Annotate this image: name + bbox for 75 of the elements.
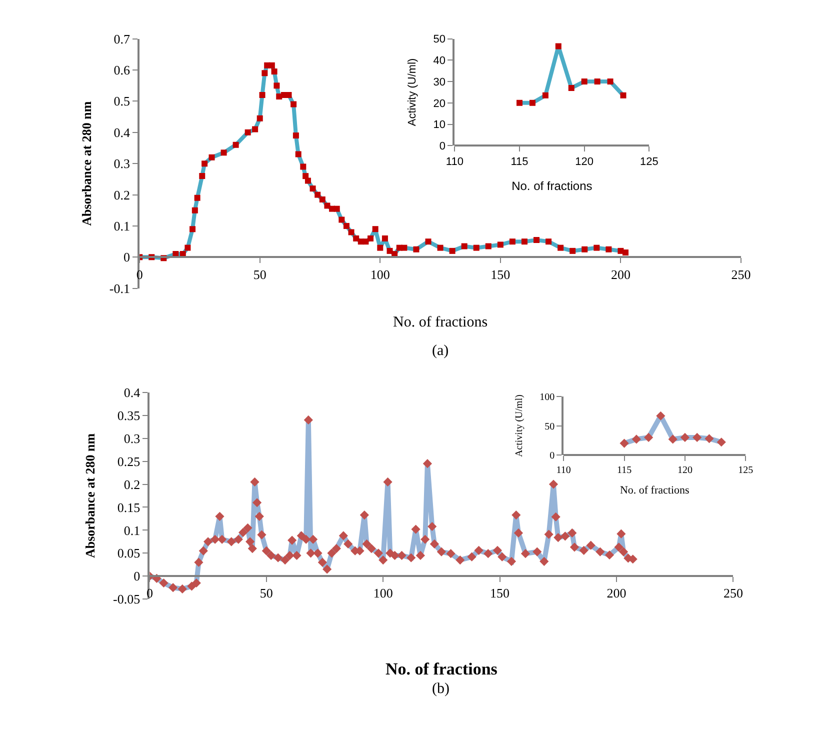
y-tick-label: 0.4 [114, 124, 130, 140]
y-tick-label: 0.15 [117, 500, 140, 515]
point [529, 100, 536, 106]
x-tick-label: 100 [373, 586, 393, 601]
y-axis-title: Activity (U/ml) [514, 394, 526, 458]
y-tick-label: 0.3 [114, 156, 130, 172]
x-tick-label: 110 [446, 156, 464, 168]
y-tick-label: 0.25 [117, 454, 140, 469]
x-tick-label: 200 [610, 266, 630, 282]
x-axis-title: No. of fractions [620, 484, 690, 497]
point [632, 434, 641, 444]
x-tick-label: 115 [616, 464, 632, 476]
x-tick-label: 125 [738, 464, 754, 476]
y-tick-label: 100 [540, 392, 555, 404]
y-tick-label: 30 [433, 76, 446, 88]
point [680, 432, 690, 442]
point [656, 411, 666, 420]
x-tick-label: 120 [575, 156, 594, 168]
point [704, 434, 714, 444]
point [516, 100, 523, 106]
point [607, 78, 614, 85]
y-tick-label: -0.1 [109, 280, 130, 296]
x-tick-label: 50 [253, 266, 266, 282]
y-tick-label: 0.4 [124, 384, 141, 400]
point [716, 438, 726, 447]
y-tick-label: 0.2 [124, 476, 140, 492]
point [620, 92, 626, 98]
y-tick-label: 20 [433, 98, 446, 110]
x-tick-label: 100 [370, 266, 390, 282]
x-axis-title: No. of fractions [386, 660, 498, 679]
y-tick-label: 0.35 [117, 408, 140, 423]
text: (a) [432, 343, 449, 359]
point [668, 434, 678, 444]
x-tick-label: 115 [510, 156, 528, 168]
y-tick-label: 50 [544, 421, 555, 432]
y-tick-label: 0 [134, 568, 140, 584]
y-tick-label: 10 [433, 119, 446, 132]
y-tick-label: 0.5 [114, 94, 130, 109]
point [594, 78, 600, 85]
y-tick-label: 0.1 [114, 218, 130, 234]
y-tick-label: 0 [550, 450, 555, 462]
y-tick-label: 50 [433, 34, 446, 46]
point [692, 432, 702, 442]
y-tick-label: 40 [433, 55, 446, 68]
y-tick-label: 0.6 [114, 62, 130, 78]
x-axis-title: No. of fractions [512, 179, 592, 194]
point [620, 438, 629, 448]
x-tick-label: 110 [556, 464, 571, 476]
x-tick-label: 120 [677, 464, 692, 476]
y-tick-label: 0 [439, 140, 446, 153]
y-tick-label: -0.05 [113, 592, 140, 607]
point [542, 92, 548, 98]
point [555, 43, 562, 50]
text: (b) [432, 681, 450, 697]
y-tick-label: 0.2 [114, 187, 130, 202]
x-tick-label: 150 [490, 586, 510, 601]
y-axis-title: Activity (U/ml) [406, 58, 418, 126]
y-axis-title: Absorbance at 280 nm [78, 101, 94, 226]
y-axis-title: Absorbance at 280 nm [82, 433, 98, 558]
x-tick-label: 50 [260, 586, 273, 601]
y-tick-label: 0 [123, 250, 130, 265]
point [568, 84, 574, 91]
y-tick-label: 0.7 [114, 31, 130, 46]
x-tick-label: 200 [606, 586, 626, 601]
y-tick-label: 0.3 [124, 430, 140, 446]
x-axis-title: No. of fractions [393, 314, 488, 330]
y-tick-label: 0.05 [117, 546, 140, 561]
x-tick-label: 125 [640, 156, 658, 168]
point [581, 78, 588, 85]
x-tick-label: 250 [731, 266, 751, 282]
x-tick-label: 250 [723, 586, 743, 601]
point [644, 432, 654, 442]
y-tick-label: 0.1 [124, 522, 140, 538]
x-tick-label: 150 [490, 266, 510, 282]
x-tick-label: 0 [146, 586, 153, 601]
